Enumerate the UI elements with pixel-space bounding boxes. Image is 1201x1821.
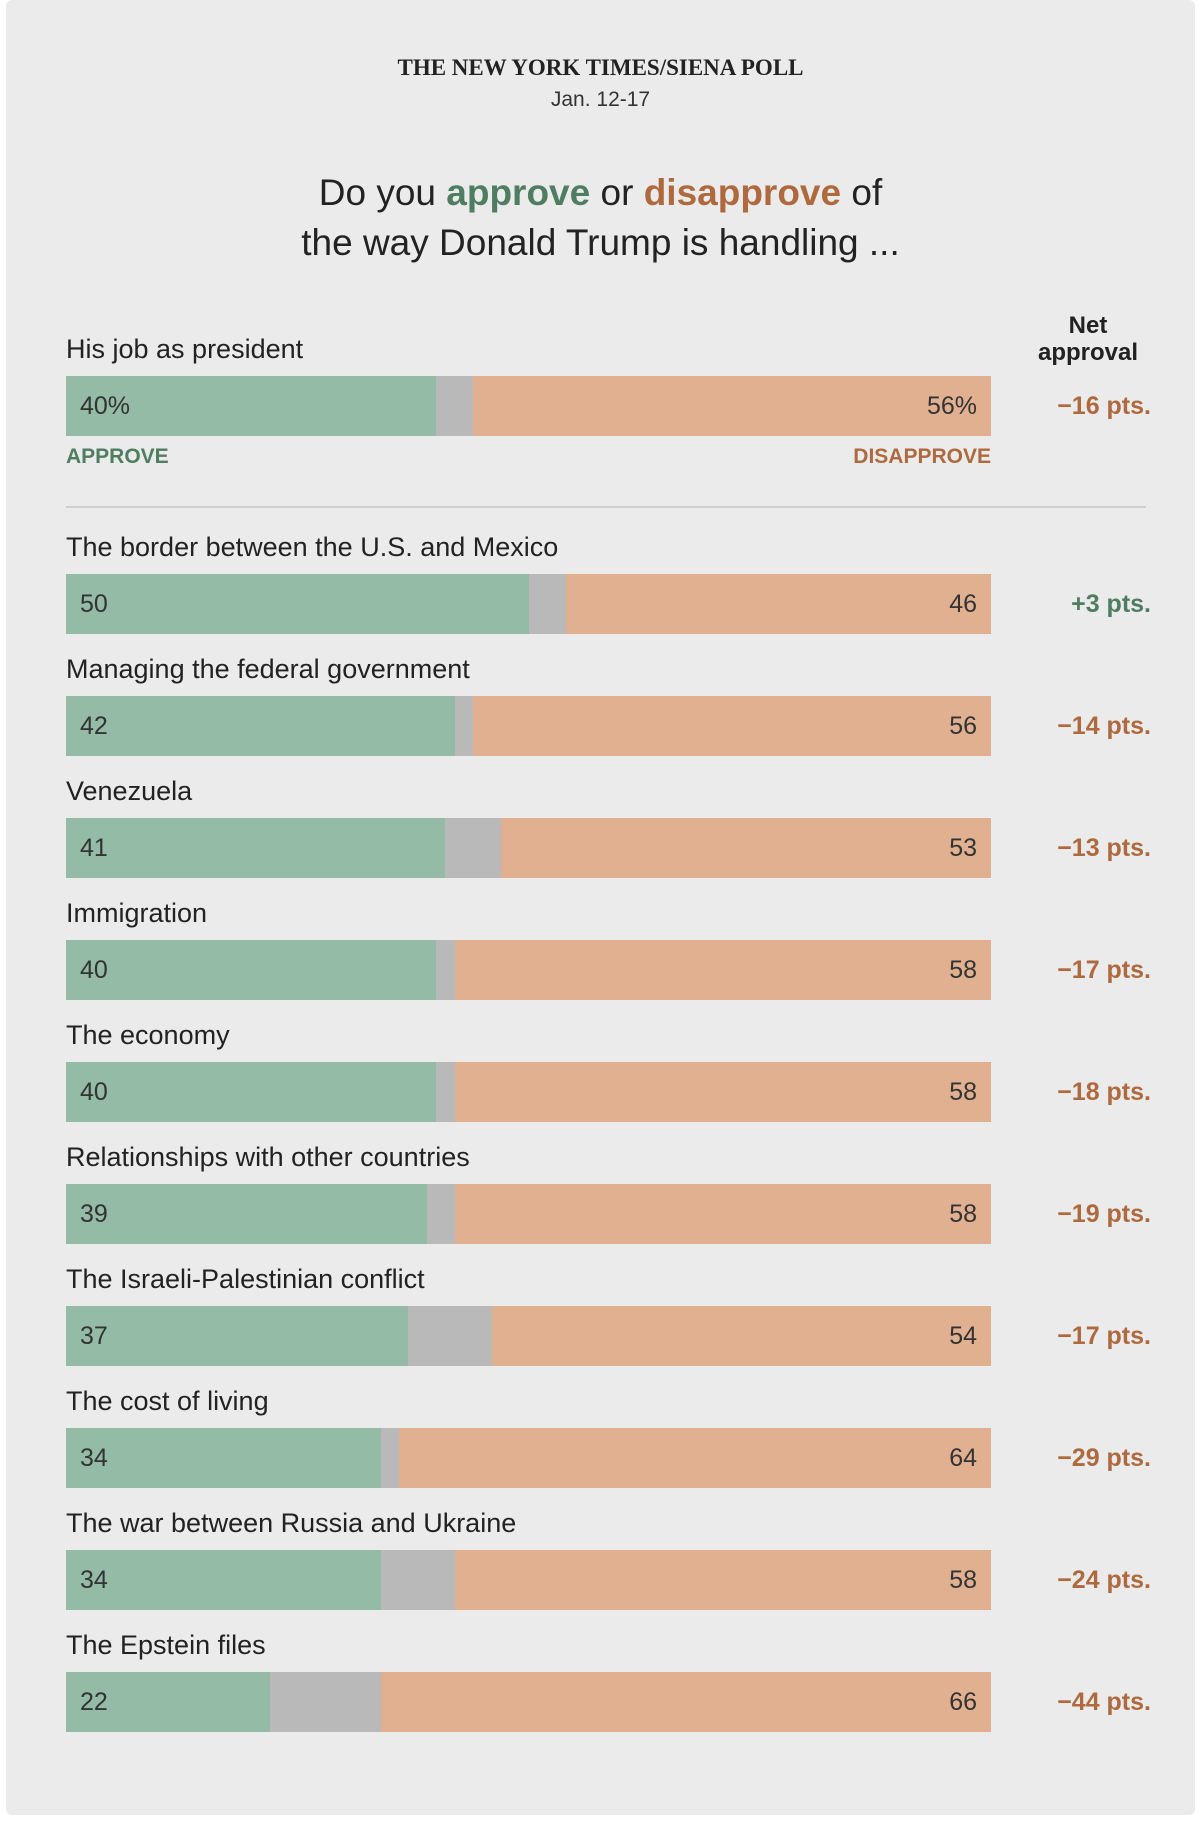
bar-disapprove	[500, 818, 991, 878]
value-label: 66	[949, 1688, 977, 1716]
value-label: 53	[949, 834, 977, 862]
value-label: 58	[949, 1078, 977, 1106]
net-label: −13 pts.	[1057, 834, 1151, 862]
value-label: 56	[949, 712, 977, 740]
net-label: −17 pts.	[1057, 956, 1151, 984]
bar-disapprove	[454, 1062, 991, 1122]
legend-label: APPROVE	[66, 445, 169, 468]
bar-approve	[66, 818, 446, 878]
category-label: The war between Russia and Ukraine	[66, 1508, 517, 1538]
value-label: 42	[80, 712, 108, 740]
bar-approve	[66, 376, 436, 436]
bar-approve	[66, 1428, 381, 1488]
bar-approve	[66, 696, 455, 756]
category-label: Venezuela	[66, 776, 193, 806]
divider	[66, 506, 1146, 508]
category-label: Immigration	[66, 898, 208, 928]
question-text: of	[851, 172, 883, 213]
value-label: 40	[80, 1078, 108, 1106]
bar-disapprove	[473, 376, 991, 436]
chart: THE NEW YORK TIMES/SIENA POLL Jan. 12-17…	[6, 0, 1195, 1815]
net-label: −17 pts.	[1057, 1322, 1151, 1350]
value-label: 39	[80, 1200, 108, 1228]
bar-approve	[66, 940, 436, 1000]
category-label: The Epstein files	[66, 1630, 266, 1660]
value-label: 56%	[926, 392, 977, 420]
value-label: 37	[80, 1322, 108, 1350]
bar-approve	[66, 1184, 427, 1244]
value-label: 46	[949, 590, 977, 618]
bar-disapprove	[473, 696, 991, 756]
bar-approve	[66, 1062, 436, 1122]
value-label: 40%	[80, 392, 131, 420]
question-text: the way Donald Trump is handling ...	[301, 222, 900, 263]
category-label: The border between the U.S. and Mexico	[66, 532, 559, 562]
bar-disapprove	[454, 940, 991, 1000]
value-label: 58	[949, 956, 977, 984]
net-label: +3 pts.	[1071, 590, 1151, 618]
question-text: or	[600, 172, 634, 213]
bar-approve	[66, 1672, 270, 1732]
legend-label: DISAPPROVE	[853, 445, 991, 468]
bar-approve	[66, 574, 529, 634]
category-label: The economy	[66, 1020, 230, 1050]
value-label: 34	[80, 1566, 108, 1594]
bar-approve	[66, 1550, 381, 1610]
question-approve: approve	[446, 172, 591, 213]
net-label: −29 pts.	[1057, 1444, 1151, 1472]
net-label: −19 pts.	[1057, 1200, 1151, 1228]
bar-disapprove	[399, 1428, 991, 1488]
net-label: −44 pts.	[1057, 1688, 1151, 1716]
value-label: 50	[80, 590, 108, 618]
net-label: −16 pts.	[1057, 392, 1151, 420]
category-label: His job as president	[66, 334, 304, 364]
value-label: 22	[80, 1688, 108, 1716]
category-label: The cost of living	[66, 1386, 269, 1416]
value-label: 58	[949, 1566, 977, 1594]
net-header: Net approval	[1037, 312, 1139, 366]
value-label: 34	[80, 1444, 108, 1472]
bar-disapprove	[380, 1672, 991, 1732]
category-label: Managing the federal government	[66, 654, 470, 684]
value-label: 64	[949, 1444, 977, 1472]
bar-disapprove	[491, 1306, 991, 1366]
value-label: 41	[80, 834, 108, 862]
chart-title: THE NEW YORK TIMES/SIENA POLL	[397, 55, 804, 80]
chart-subtitle: Jan. 12-17	[550, 88, 651, 111]
bar-disapprove	[454, 1184, 991, 1244]
net-label: −18 pts.	[1057, 1078, 1151, 1106]
value-label: 58	[949, 1200, 977, 1228]
value-label: 54	[949, 1322, 977, 1350]
net-label: −24 pts.	[1057, 1566, 1151, 1594]
question-disapprove: disapprove	[643, 172, 842, 213]
question-text: Do you	[318, 172, 436, 213]
value-label: 40	[80, 956, 108, 984]
bar-disapprove	[565, 574, 991, 634]
net-label: −14 pts.	[1057, 712, 1151, 740]
bar-approve	[66, 1306, 409, 1366]
question: Do you approve or disapprove of the way …	[6, 168, 1195, 268]
category-label: The Israeli-Palestinian conflict	[66, 1264, 425, 1294]
category-label: Relationships with other countries	[66, 1142, 470, 1172]
bar-disapprove	[454, 1550, 991, 1610]
